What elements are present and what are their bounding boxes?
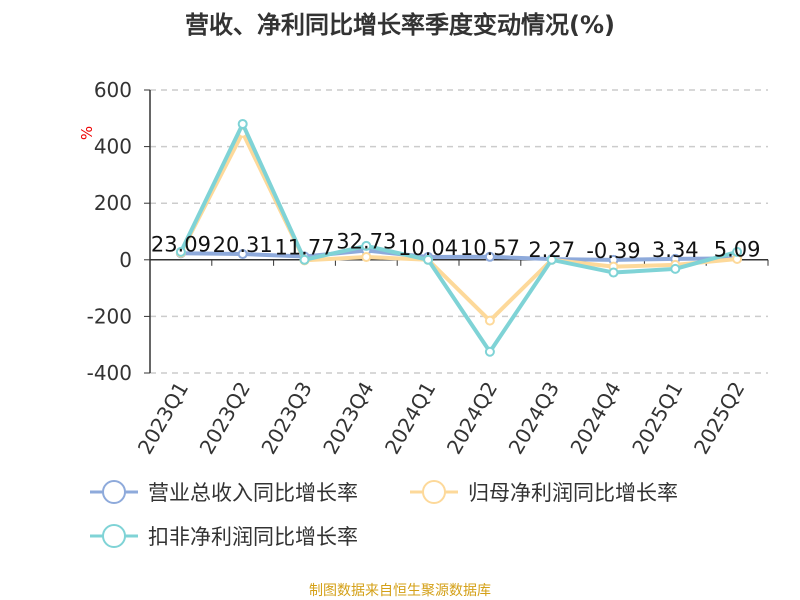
data-point <box>237 118 248 129</box>
data-point <box>423 254 434 265</box>
y-tick-label: 200 <box>94 191 132 215</box>
x-tick-label: 2024Q3 <box>504 378 564 459</box>
data-point <box>670 263 681 274</box>
x-tick-label: 2024Q4 <box>565 378 625 459</box>
data-label: 23.09 <box>151 232 211 256</box>
x-tick-label: 2023Q3 <box>256 378 316 459</box>
data-point <box>484 251 495 262</box>
chart-title: 营收、净利同比增长率季度变动情况(%) <box>185 11 615 39</box>
x-tick-label: 2023Q1 <box>133 378 193 459</box>
data-label: 20.31 <box>213 233 273 257</box>
data-label: 10.57 <box>460 236 520 260</box>
x-tick-label: 2023Q4 <box>318 378 378 459</box>
x-tick-label: 2024Q1 <box>380 378 440 459</box>
series-line <box>180 248 738 262</box>
data-point <box>732 246 743 257</box>
data-label: 32.73 <box>336 230 396 254</box>
data-point <box>546 254 557 265</box>
series-line <box>179 128 738 324</box>
y-tick-label: 600 <box>94 78 132 102</box>
data-label: -0.39 <box>586 239 640 263</box>
data-point <box>299 254 310 265</box>
legend-label: 扣非净利润同比增长率 <box>148 525 358 549</box>
y-axis-label: % <box>78 126 96 140</box>
data-label: 5.09 <box>714 237 761 261</box>
data-label: 3.34 <box>652 238 699 262</box>
data-label: 11.77 <box>274 235 334 259</box>
legend-label: 归母净利润同比增长率 <box>468 481 678 505</box>
data-point <box>608 267 619 278</box>
y-tick-label: -400 <box>87 361 132 385</box>
y-tick-label: 400 <box>94 135 132 159</box>
y-tick-label: -200 <box>87 304 132 328</box>
data-point <box>484 315 495 326</box>
data-point <box>361 251 372 262</box>
data-point <box>484 346 495 357</box>
legend-marker <box>102 524 126 548</box>
data-point <box>175 246 186 257</box>
x-tick-label: 2023Q2 <box>195 378 255 459</box>
data-label: 2.27 <box>528 238 575 262</box>
x-tick-label: 2025Q2 <box>689 378 749 459</box>
series-line <box>179 119 738 356</box>
source-note: 制图数据来自恒生聚源数据库 <box>309 583 491 599</box>
legend-label: 营业总收入同比增长率 <box>148 481 358 505</box>
data-label: 10.04 <box>398 236 458 260</box>
data-point <box>361 240 372 251</box>
x-tick-label: 2025Q1 <box>627 378 687 459</box>
x-tick-label: 2024Q2 <box>442 378 502 459</box>
legend-marker <box>102 480 126 504</box>
data-point <box>237 249 248 260</box>
y-tick-label: 0 <box>119 248 132 272</box>
legend-marker <box>422 480 446 504</box>
